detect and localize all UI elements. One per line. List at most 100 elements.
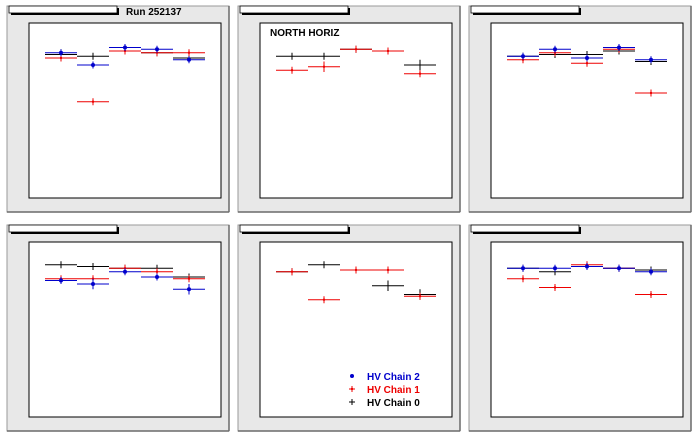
marker-dot xyxy=(59,50,63,55)
legend-label: HV Chain 2 xyxy=(367,372,420,383)
series-chain2 xyxy=(45,268,205,295)
data-point xyxy=(308,296,340,304)
data-point xyxy=(173,56,205,64)
marker-dot xyxy=(187,287,191,292)
data-point xyxy=(635,268,667,276)
data-point xyxy=(372,266,404,274)
data-point xyxy=(404,292,436,300)
data-point xyxy=(372,47,404,55)
data-point xyxy=(507,52,539,60)
marker-dot xyxy=(187,277,191,280)
pads-layer xyxy=(6,5,692,432)
series-chain1 xyxy=(276,45,436,78)
title-tab xyxy=(8,224,118,233)
data-point xyxy=(539,264,571,272)
marker-dot xyxy=(585,264,589,269)
marker-dot xyxy=(649,293,653,296)
data-point xyxy=(77,98,109,106)
data-point xyxy=(603,264,635,272)
data-point xyxy=(109,268,141,276)
data-point xyxy=(404,59,436,71)
data-point xyxy=(141,45,173,53)
data-point xyxy=(308,261,340,269)
marker-dot xyxy=(155,47,159,52)
data-point xyxy=(571,263,603,270)
marker-dot xyxy=(418,72,422,75)
data-point xyxy=(276,66,308,74)
data-point xyxy=(571,54,603,62)
marker-dot xyxy=(187,51,191,54)
marker-dot xyxy=(123,269,127,274)
data-point xyxy=(372,280,404,291)
marker-dot xyxy=(290,270,294,273)
marker-dot xyxy=(91,282,95,286)
data-point xyxy=(77,278,109,290)
pad-2 xyxy=(237,5,461,213)
marker-dot xyxy=(553,266,557,271)
marker-dot xyxy=(649,91,653,95)
title-tab xyxy=(8,5,118,14)
data-point xyxy=(635,56,667,64)
marker-dot xyxy=(59,56,63,60)
data-point xyxy=(45,277,77,284)
marker-dot xyxy=(585,56,589,60)
series-chain2 xyxy=(45,44,205,69)
marker-dot xyxy=(354,268,358,272)
marker-dot xyxy=(585,62,589,65)
data-point xyxy=(539,45,571,53)
section-label: NORTH HORIZ xyxy=(270,28,339,39)
marker-dot xyxy=(553,47,557,52)
pad-4 xyxy=(6,224,230,432)
data-point xyxy=(173,284,205,295)
marker-dot xyxy=(617,266,621,271)
marker-dot xyxy=(290,69,294,72)
data-point xyxy=(635,291,667,298)
marker-dot xyxy=(649,57,653,62)
data-point xyxy=(45,261,77,269)
marker-dot xyxy=(123,45,127,50)
marker-dot xyxy=(322,298,326,301)
run-label: Run 252137 xyxy=(126,7,182,18)
marker-dot xyxy=(322,65,326,68)
marker-dot xyxy=(521,277,525,280)
marker-dot xyxy=(386,268,390,272)
data-point xyxy=(308,61,340,72)
legend-entry-chain1: HV Chain 1 xyxy=(349,385,420,396)
legend-label: HV Chain 1 xyxy=(367,385,420,396)
data-point xyxy=(173,275,205,283)
series-chain2 xyxy=(507,263,667,276)
marker-dot xyxy=(354,48,358,51)
data-point xyxy=(603,44,635,51)
marker-dot xyxy=(617,45,621,50)
series-chain1 xyxy=(276,266,436,304)
marker-dot xyxy=(649,269,653,274)
marker-dot xyxy=(59,278,63,283)
data-point xyxy=(45,49,77,57)
marker-dot xyxy=(521,266,525,271)
pad-6 xyxy=(468,224,692,432)
data-point xyxy=(276,268,308,276)
marker-dot xyxy=(418,295,422,298)
data-point xyxy=(77,263,109,270)
marker-dot xyxy=(91,100,95,103)
data-point xyxy=(308,52,340,60)
legend-label: HV Chain 0 xyxy=(367,398,420,409)
legend-marker xyxy=(350,374,354,378)
data-point xyxy=(77,52,109,60)
title-tab xyxy=(239,5,349,14)
legend-entry-chain0: HV Chain 0 xyxy=(349,398,420,409)
marker-dot xyxy=(553,286,557,289)
marker-dot xyxy=(386,49,390,53)
data-point xyxy=(635,89,667,97)
pad-3 xyxy=(468,5,692,213)
data-point xyxy=(507,275,539,283)
data-point xyxy=(404,70,436,78)
title-tab xyxy=(470,224,580,233)
marker-dot xyxy=(155,275,159,279)
series-chain2 xyxy=(507,44,667,64)
data-point xyxy=(539,284,571,291)
data-point xyxy=(141,273,173,281)
data-point xyxy=(507,264,539,272)
title-tab xyxy=(239,224,349,233)
